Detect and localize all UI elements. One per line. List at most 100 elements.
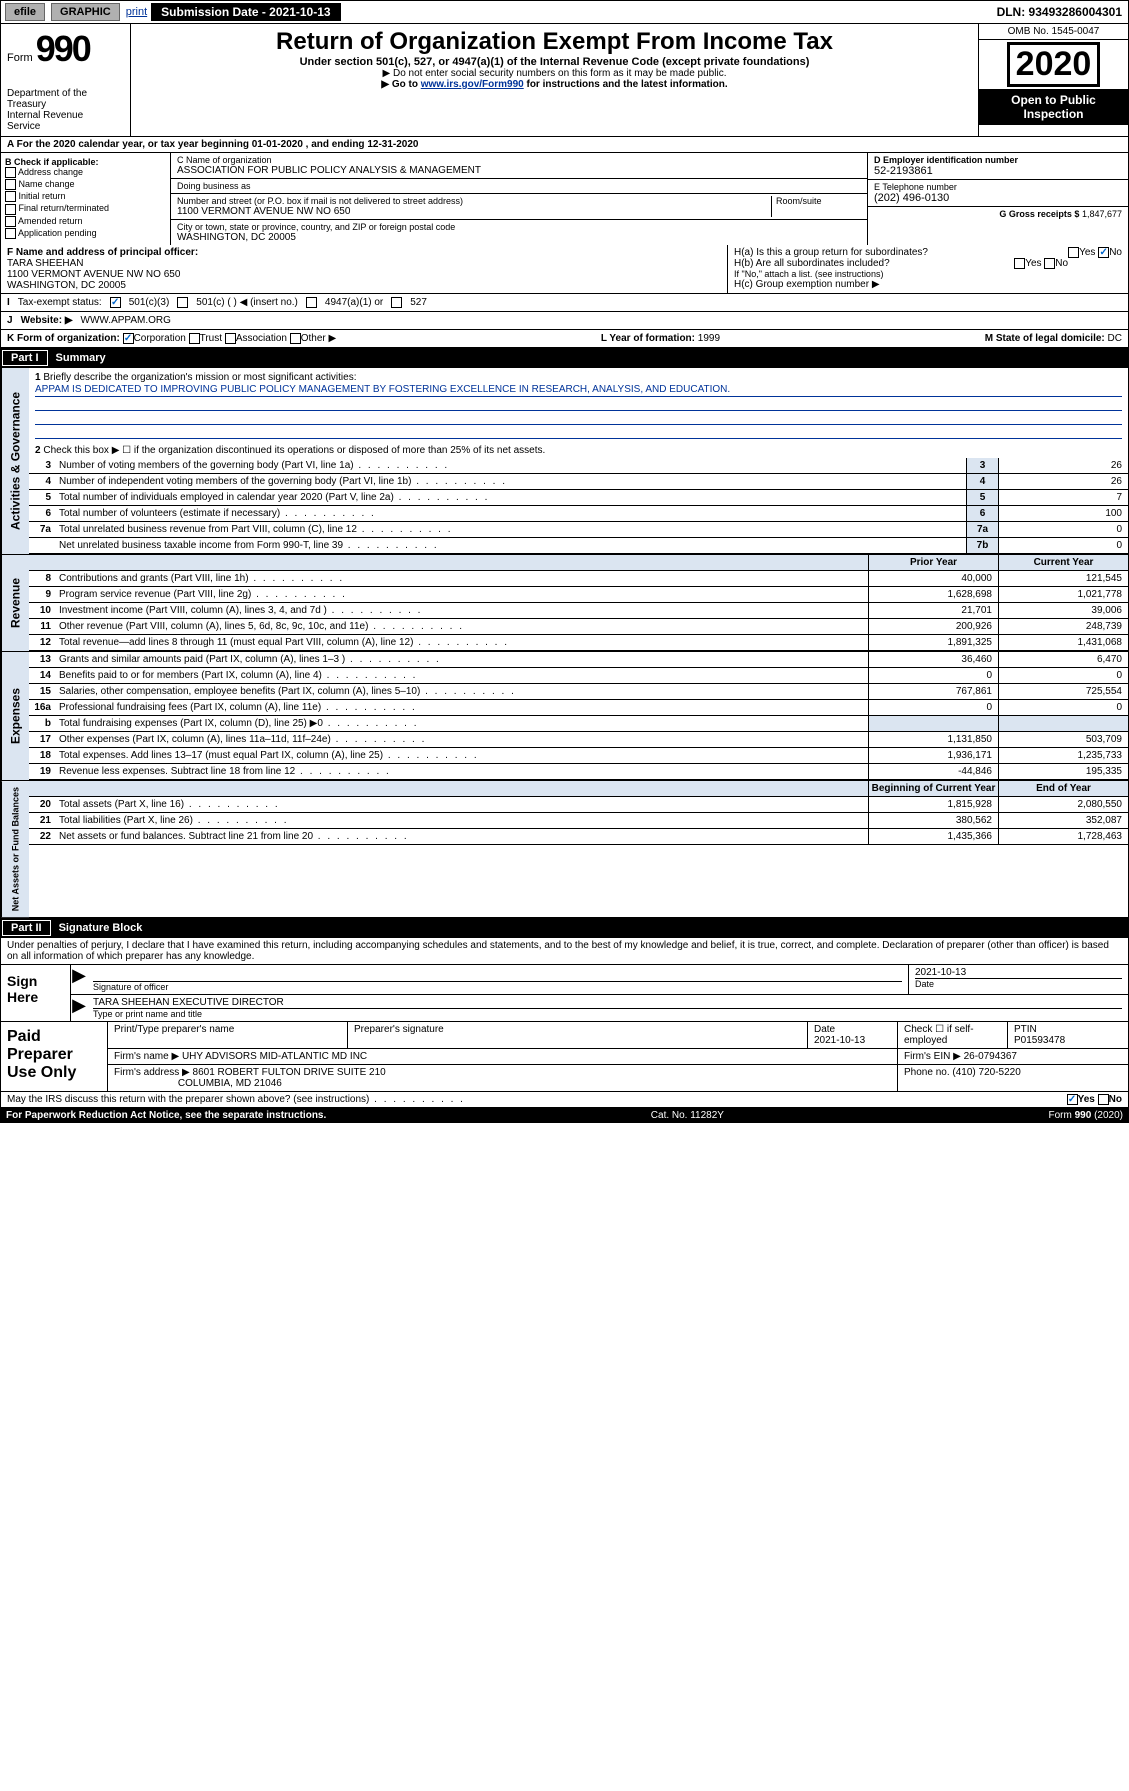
graphic-button[interactable]: GRAPHIC: [51, 3, 120, 21]
current-val: 503,709: [998, 732, 1128, 747]
chk-other[interactable]: [290, 333, 301, 344]
chk-4947[interactable]: [306, 297, 317, 308]
dba-label: Doing business as: [177, 181, 861, 191]
k-label: K Form of organization:: [7, 333, 120, 344]
prior-val: 1,131,850: [868, 732, 998, 747]
website-row: J Website: ▶ WWW.APPAM.ORG: [0, 312, 1129, 330]
table-row: 15 Salaries, other compensation, employe…: [29, 684, 1128, 700]
chk-initial[interactable]: Initial return: [5, 191, 166, 202]
hb-yes[interactable]: [1014, 258, 1025, 269]
table-row: 12 Total revenue—add lines 8 through 11 …: [29, 635, 1128, 651]
chk-527[interactable]: [391, 297, 402, 308]
sig-date-cell: 2021-10-13 Date: [908, 965, 1128, 994]
line-no: 19: [29, 764, 55, 779]
part1-header: Part I Summary: [0, 348, 1129, 368]
chk-address[interactable]: Address change: [5, 167, 166, 178]
line-text: Investment income (Part VIII, column (A)…: [55, 603, 868, 618]
officer-addr2: WASHINGTON, DC 20005: [7, 280, 126, 291]
line-text: Net assets or fund balances. Subtract li…: [55, 829, 868, 844]
discuss-row: May the IRS discuss this return with the…: [0, 1092, 1129, 1108]
prior-val: 200,926: [868, 619, 998, 634]
print-link[interactable]: print: [126, 6, 147, 18]
paperwork-notice: For Paperwork Reduction Act Notice, see …: [6, 1110, 326, 1121]
line-text: Total expenses. Add lines 13–17 (must eq…: [55, 748, 868, 763]
current-val: 352,087: [998, 813, 1128, 828]
chk-501c3[interactable]: [110, 297, 121, 308]
discuss-no[interactable]: [1098, 1094, 1109, 1105]
tab-governance: Activities & Governance: [1, 368, 29, 554]
part1-exp: Expenses 13 Grants and similar amounts p…: [0, 652, 1129, 781]
header-sub3: ▶ Go to www.irs.gov/Form990 for instruct…: [137, 79, 972, 90]
mission-blank2: [35, 411, 1122, 425]
line-box: 4: [966, 474, 998, 489]
status-label: Tax-exempt status:: [18, 297, 102, 308]
sub3-post: for instructions and the latest informat…: [524, 79, 728, 90]
part1-net: Net Assets or Fund Balances Beginning of…: [0, 781, 1129, 918]
col-d: D Employer identification number 52-2193…: [868, 153, 1128, 245]
current-val: 0: [998, 700, 1128, 715]
line-no: 9: [29, 587, 55, 602]
part1-title: Summary: [56, 352, 106, 364]
prep-check-h: Check ☐ if self-employed: [898, 1022, 1008, 1048]
line-val: 0: [998, 522, 1128, 537]
sig-officer-label: Signature of officer: [93, 981, 902, 992]
firm-name-cell: Firm's name ▶ UHY ADVISORS MID-ATLANTIC …: [108, 1049, 898, 1064]
exp-content: 13 Grants and similar amounts paid (Part…: [29, 652, 1128, 780]
ha-yes[interactable]: [1068, 247, 1079, 258]
gov-line: 4 Number of independent voting members o…: [29, 474, 1128, 490]
chk-name[interactable]: Name change: [5, 179, 166, 190]
line-text: Benefits paid to or for members (Part IX…: [55, 668, 868, 683]
line-box: 3: [966, 458, 998, 473]
current-val: 1,431,068: [998, 635, 1128, 650]
addr-label: Number and street (or P.O. box if mail i…: [177, 196, 771, 206]
col-current: Current Year: [998, 555, 1128, 570]
line-no: 20: [29, 797, 55, 812]
line-box: 5: [966, 490, 998, 505]
current-val: 248,739: [998, 619, 1128, 634]
line2: 2 Check this box ▶ ☐ if the organization…: [29, 443, 1128, 458]
irs-link[interactable]: www.irs.gov/Form990: [421, 79, 524, 90]
dln: DLN: 93493286004301: [991, 3, 1128, 21]
chk-501c[interactable]: [177, 297, 188, 308]
prep-sig-h: Preparer's signature: [348, 1022, 808, 1048]
line-box: 7b: [966, 538, 998, 553]
hb-no[interactable]: [1044, 258, 1055, 269]
chk-assoc[interactable]: [225, 333, 236, 344]
table-row: 19 Revenue less expenses. Subtract line …: [29, 764, 1128, 780]
line-no: 5: [29, 490, 55, 505]
phone-field: E Telephone number (202) 496-0130: [868, 180, 1128, 207]
chk-pending[interactable]: Application pending: [5, 228, 166, 239]
ha-no[interactable]: [1098, 247, 1109, 258]
col-h: H(a) Is this a group return for subordin…: [728, 245, 1128, 293]
perjury-text: Under penalties of perjury, I declare th…: [1, 938, 1128, 964]
m-block: M State of legal domicile: DC: [985, 333, 1122, 344]
arrow-icon-2: ▶: [71, 995, 87, 1021]
ha-label: H(a) Is this a group return for subordin…: [734, 247, 928, 258]
gov-line: 5 Total number of individuals employed i…: [29, 490, 1128, 506]
discuss-yes[interactable]: [1067, 1094, 1078, 1105]
line-no: [29, 538, 55, 553]
line1: 1 Briefly describe the organization's mi…: [29, 368, 1128, 443]
table-row: 13 Grants and similar amounts paid (Part…: [29, 652, 1128, 668]
rev-col-header: Prior Year Current Year: [29, 555, 1128, 571]
prior-val: 0: [868, 668, 998, 683]
chk-trust[interactable]: [189, 333, 200, 344]
chk-final[interactable]: Final return/terminated: [5, 203, 166, 214]
phone-val: (202) 496-0130: [874, 192, 1122, 204]
table-row: 9 Program service revenue (Part VIII, li…: [29, 587, 1128, 603]
bcd-row: B Check if applicable: Address change Na…: [0, 153, 1129, 245]
prior-val: 1,628,698: [868, 587, 998, 602]
table-row: 8 Contributions and grants (Part VIII, l…: [29, 571, 1128, 587]
gross-val: 1,847,677: [1082, 209, 1122, 219]
prior-val: 1,435,366: [868, 829, 998, 844]
chk-corp[interactable]: [123, 333, 134, 344]
officer-name: TARA SHEEHAN: [7, 258, 84, 269]
efile-button[interactable]: efile: [5, 3, 45, 21]
col-b: B Check if applicable: Address change Na…: [1, 153, 171, 245]
firm-phone-cell: Phone no. (410) 720-5220: [898, 1065, 1128, 1091]
form-prefix: Form: [7, 52, 33, 64]
chk-amended[interactable]: Amended return: [5, 216, 166, 227]
part2-header: Part II Signature Block: [0, 918, 1129, 938]
k-block: K Form of organization: Corporation Trus…: [7, 333, 336, 344]
current-val: 6,470: [998, 652, 1128, 667]
